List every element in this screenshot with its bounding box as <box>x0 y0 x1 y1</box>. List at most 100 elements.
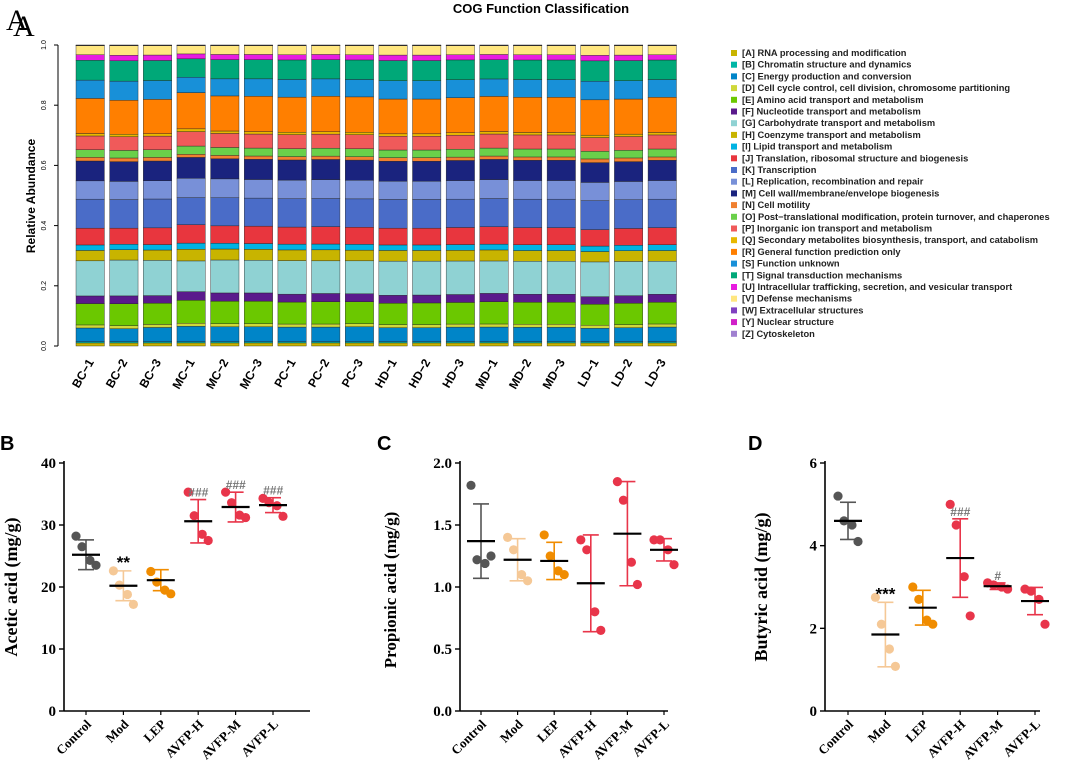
bar-segment <box>647 261 677 295</box>
bar-segment <box>75 54 105 61</box>
bar-segment <box>244 260 273 294</box>
bar-segment <box>647 302 677 325</box>
bar-segment <box>546 198 576 228</box>
bar-segment <box>244 96 273 132</box>
bar-segment <box>513 132 543 136</box>
bar-segment <box>244 300 273 324</box>
bar-segment <box>378 295 408 304</box>
bar-segment <box>647 132 677 136</box>
significance-label: ### <box>226 478 246 492</box>
bar-segment <box>479 96 509 132</box>
x-tick-label: BC−2 <box>103 356 131 390</box>
bar-segment <box>345 180 374 200</box>
y-tick-label: 2.0 <box>433 456 452 472</box>
bar-segment <box>109 100 139 135</box>
bar-segment <box>143 60 172 81</box>
bar-segment <box>546 327 576 342</box>
legend-entry: [H] Coenzyme transport and metabolism <box>742 130 921 140</box>
data-point <box>576 535 586 545</box>
bar-segment <box>513 156 543 161</box>
bar-segment <box>311 249 341 262</box>
bar-segment <box>244 131 273 135</box>
x-tick-label: Mod <box>865 716 895 746</box>
x-tick-label: AVFP-L <box>629 716 672 759</box>
legend-swatch <box>731 120 737 127</box>
bar-segment <box>311 342 341 347</box>
bar-segment <box>277 179 307 199</box>
bar-segment <box>277 148 307 157</box>
bar-segment <box>109 249 139 261</box>
data-point <box>91 560 101 570</box>
legend-swatch <box>731 61 737 68</box>
legend-swatch <box>731 284 737 290</box>
bar-segment <box>75 260 105 297</box>
y-tick-label: 40 <box>41 456 56 472</box>
bar-segment <box>378 324 408 328</box>
bar-segment <box>546 148 576 158</box>
bar-segment <box>614 133 644 137</box>
bar-segment <box>244 342 273 347</box>
chart-c-ylabel: Propionic acid (mg/g) <box>381 512 400 668</box>
data-point <box>466 480 476 490</box>
legend-swatch <box>731 225 737 232</box>
significance-label: ** <box>117 553 131 572</box>
bar-segment <box>412 80 442 100</box>
bar-segment <box>378 136 408 151</box>
y-tick-label: 10 <box>41 642 56 658</box>
bar-segment <box>277 249 307 261</box>
bar-segment <box>412 157 442 162</box>
bar-segment <box>311 323 341 328</box>
bar-segment <box>412 149 442 158</box>
bar-segment <box>311 155 341 160</box>
bar-segment <box>345 159 374 181</box>
data-point <box>486 551 496 561</box>
bar-segment <box>176 242 206 250</box>
y-tick-label: 1.0 <box>433 580 452 596</box>
bar-segment <box>109 181 139 200</box>
bar-segment <box>647 180 677 200</box>
significance-label: # <box>994 569 1001 583</box>
bar-segment <box>345 293 374 302</box>
y-tick-label: 0.0 <box>433 704 452 720</box>
bar-segment <box>378 327 408 342</box>
legend-entry: [W] Extracellular structures <box>742 305 863 315</box>
bar-segment <box>513 59 543 80</box>
bar-segment <box>412 161 442 182</box>
bar-segment <box>210 300 240 324</box>
bar-segment <box>75 133 105 137</box>
bar-segment <box>445 260 475 295</box>
chart-a-bars <box>75 44 677 347</box>
bar-segment <box>109 55 139 61</box>
bar-segment <box>109 134 139 137</box>
bar-segment <box>143 342 172 347</box>
data-point <box>928 619 938 629</box>
x-tick-label: PC−2 <box>305 356 332 390</box>
bar-segment <box>277 342 307 347</box>
legend-entry: [V] Defense mechanisms <box>742 294 852 304</box>
data-point <box>1040 619 1050 629</box>
bar-segment <box>580 151 610 160</box>
bar-segment <box>412 54 442 61</box>
bar-segment <box>580 182 610 201</box>
bar-segment <box>647 45 677 55</box>
bar-segment <box>75 244 105 251</box>
bar-segment <box>479 243 509 251</box>
bar-segment <box>210 59 240 80</box>
legend-swatch <box>731 202 737 209</box>
bar-segment <box>614 54 644 61</box>
data-point <box>197 529 207 539</box>
x-tick-label: LEP <box>140 716 169 745</box>
bar-segment <box>109 161 139 182</box>
bar-segment <box>378 342 408 347</box>
bar-segment <box>479 323 509 328</box>
bar-segment <box>210 342 240 347</box>
bar-segment <box>244 292 273 302</box>
bar-segment <box>345 148 374 157</box>
bar-segment <box>277 243 307 251</box>
bar-segment <box>244 323 273 327</box>
bar-segment <box>210 158 240 180</box>
bar-segment <box>445 198 475 228</box>
data-point <box>908 582 918 592</box>
legend-swatch <box>731 143 737 150</box>
bar-segment <box>546 342 576 347</box>
